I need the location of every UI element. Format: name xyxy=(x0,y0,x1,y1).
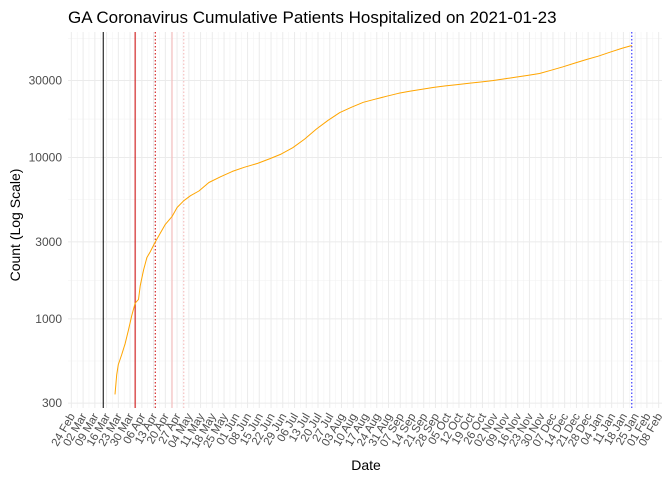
y-axis-title: Count (Log Scale) xyxy=(7,169,23,282)
series-group xyxy=(114,45,632,395)
x-axis-title: Date xyxy=(351,457,381,473)
y-axis-ticks: 300 1000 3000 10000 30000 xyxy=(29,74,63,411)
y-tick-label: 3000 xyxy=(35,235,62,249)
series-line xyxy=(114,45,632,395)
y-tick-label: 1000 xyxy=(35,312,62,326)
chart-title: GA Coronavirus Cumulative Patients Hospi… xyxy=(68,8,557,27)
y-tick-label: 30000 xyxy=(29,74,63,88)
grid-major xyxy=(68,32,662,408)
y-tick-label: 10000 xyxy=(29,151,63,165)
grid-minor xyxy=(68,32,662,408)
y-tick-label: 300 xyxy=(42,396,62,410)
reference-lines xyxy=(102,32,633,408)
